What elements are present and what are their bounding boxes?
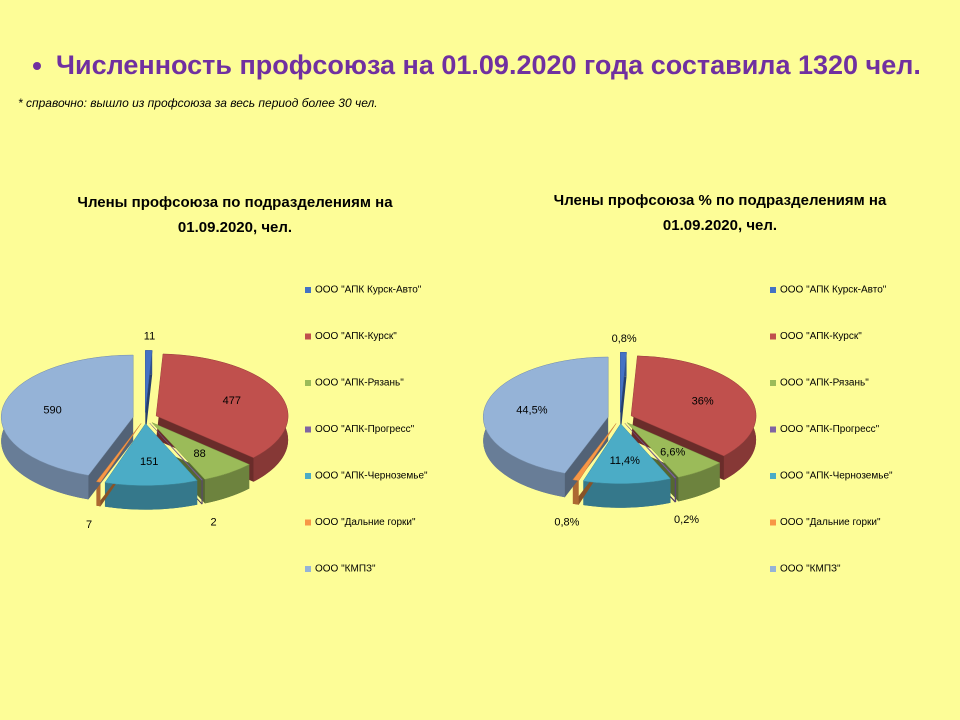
title-list: Численность профсоюза на 01.09.2020 года… xyxy=(22,50,956,81)
slide-title: Численность профсоюза на 01.09.2020 года… xyxy=(56,50,956,81)
labels: 11 477 88 2 151 7 590 xyxy=(43,331,241,531)
slice-side xyxy=(204,464,250,504)
data-label: 0,2% xyxy=(674,514,699,526)
legend-label: ООО "АПК-Курск" xyxy=(315,331,397,342)
legend-swatch xyxy=(305,566,311,572)
slice xyxy=(95,423,142,483)
legend-swatch xyxy=(770,380,776,386)
legend-label: ООО "АПК-Черноземье" xyxy=(780,471,893,482)
legend-swatch xyxy=(305,380,311,386)
slice-side xyxy=(201,479,203,505)
legend-swatch xyxy=(770,426,776,433)
slice-side xyxy=(96,481,101,507)
chart-title: Члены профсоюза по подразделениям на 01.… xyxy=(77,194,393,236)
tops xyxy=(482,351,757,484)
data-label: 11 xyxy=(144,331,155,343)
legend-swatch xyxy=(770,333,776,340)
legend-label: ООО "АПК-Курск" xyxy=(780,331,862,342)
slice-side xyxy=(572,479,579,505)
legend-label: ООО "АПК-Рязань" xyxy=(315,378,404,389)
legend-label: ООО "АПК-Прогресс" xyxy=(780,424,880,435)
slice xyxy=(151,422,250,480)
slice xyxy=(0,354,134,476)
legend-swatch xyxy=(770,473,776,479)
data-label: 88 xyxy=(193,448,205,460)
data-label: 36% xyxy=(692,395,714,407)
data-label: 2 xyxy=(211,517,217,529)
slice xyxy=(145,350,153,413)
data-label: 151 xyxy=(140,456,158,468)
slice xyxy=(582,423,671,484)
slice xyxy=(620,351,627,413)
slice xyxy=(155,353,289,459)
legend-swatch xyxy=(305,519,311,526)
slice xyxy=(626,422,721,478)
labels: 0,8% 36% 6,6% 0,2% 11,4% 0,8% 44,5% xyxy=(516,333,714,529)
legend-label: ООО "Дальние горки" xyxy=(780,517,881,528)
slice xyxy=(572,423,617,481)
legend-label: ООО "Дальние горки" xyxy=(315,517,416,528)
legend-label: ООО "АПК-Черноземье" xyxy=(315,471,428,482)
slice xyxy=(482,356,609,474)
note: * справочно: вышло из профсоюза за весь … xyxy=(18,96,378,110)
legend-label: ООО "АПК Курск-Авто" xyxy=(315,285,422,296)
data-label: 0,8% xyxy=(612,333,637,345)
legend-label: ООО "КМПЗ" xyxy=(780,564,841,575)
slice xyxy=(104,423,198,486)
legend-swatch xyxy=(770,566,776,572)
tops xyxy=(0,350,289,486)
slice-side xyxy=(583,478,671,508)
slice-side xyxy=(678,462,720,502)
legend-label: ООО "АПК Курск-Авто" xyxy=(780,285,887,296)
data-label: 0,8% xyxy=(554,517,579,529)
slice xyxy=(624,423,677,479)
data-label: 11,4% xyxy=(610,455,641,467)
data-label: 6,6% xyxy=(660,447,685,459)
legend-swatch xyxy=(305,426,311,433)
slice-side xyxy=(104,480,198,510)
data-label: 477 xyxy=(223,395,241,407)
data-label: 7 xyxy=(86,519,92,531)
slice xyxy=(630,355,757,457)
legend-swatch xyxy=(305,287,311,293)
slice-side xyxy=(674,477,677,503)
slice xyxy=(149,423,204,481)
legend-swatch xyxy=(770,287,776,293)
legend-swatch xyxy=(305,473,311,479)
legend-label: ООО "КМПЗ" xyxy=(315,564,376,575)
legend-swatch xyxy=(305,333,311,340)
chart-title: Члены профсоюза % по подразделениям на 0… xyxy=(553,192,887,234)
legend-label: ООО "АПК-Прогресс" xyxy=(315,424,415,435)
legend-swatch xyxy=(770,519,776,526)
data-label: 590 xyxy=(43,404,61,416)
legend-label: ООО "АПК-Рязань" xyxy=(780,378,869,389)
data-label: 44,5% xyxy=(516,404,547,416)
